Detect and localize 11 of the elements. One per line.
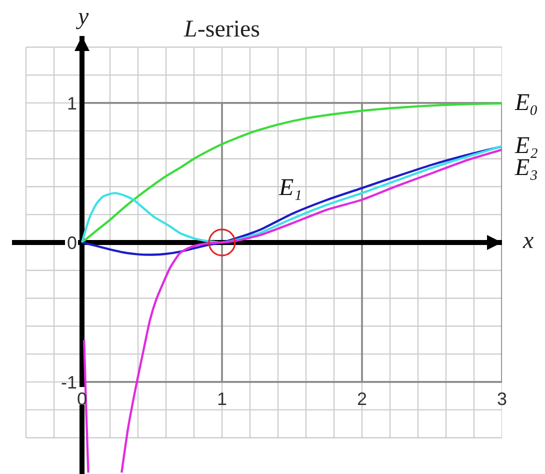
y-axis-title: y (76, 4, 89, 30)
series-label: E₀ (514, 90, 538, 116)
series-label: E₁ (278, 175, 302, 201)
x-axis-title: x (522, 228, 534, 254)
chart-title: L-series (183, 16, 260, 42)
y-tick-label: -1 (60, 372, 77, 392)
x-tick-label: 2 (356, 388, 368, 409)
y-tick-label: 1 (66, 93, 77, 114)
y-tick-label: 0 (66, 232, 77, 253)
x-tick-label: 1 (216, 388, 228, 409)
x-tick-label: 3 (496, 388, 508, 409)
